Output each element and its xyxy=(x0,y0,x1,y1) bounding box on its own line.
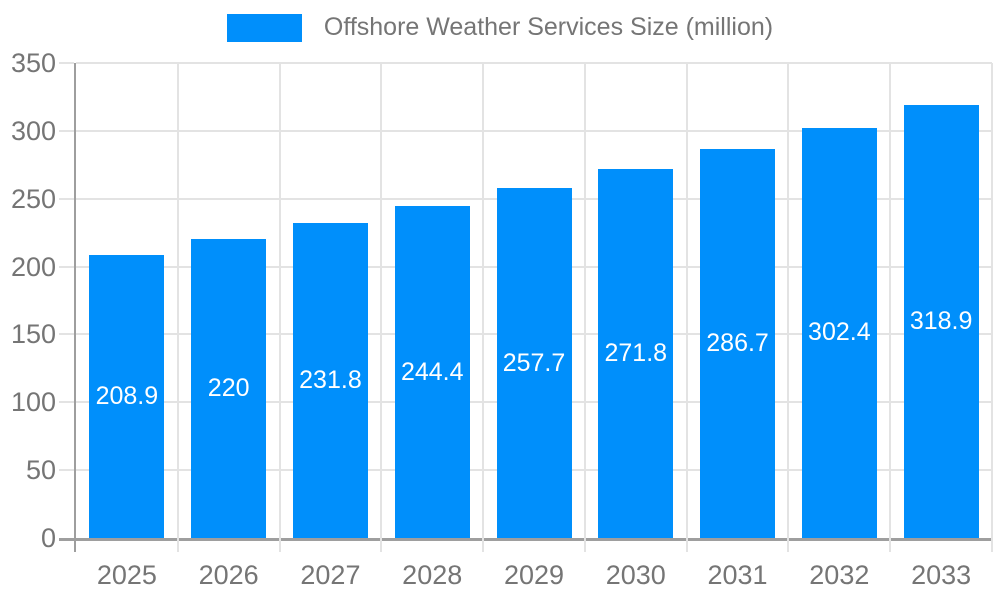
y-tick-mark xyxy=(59,62,74,64)
y-tick-mark xyxy=(59,401,74,404)
bar-2026: 220 xyxy=(191,239,267,538)
legend: Offshore Weather Services Size (million) xyxy=(0,13,1000,42)
x-gridline xyxy=(685,63,688,552)
bar-value-label: 220 xyxy=(207,374,250,403)
bar-2031: 286.7 xyxy=(700,148,776,538)
x-gridline xyxy=(278,63,281,552)
x-gridline xyxy=(889,63,892,552)
legend-swatch xyxy=(226,13,302,42)
y-tick-label: 200 xyxy=(10,251,56,282)
legend-label: Offshore Weather Services Size (million) xyxy=(323,13,774,41)
bar-value-label: 208.9 xyxy=(95,381,159,410)
y-tick-mark xyxy=(59,197,74,200)
y-tick-label: 50 xyxy=(25,455,56,486)
y-tick-mark xyxy=(59,265,74,268)
bar-value-label: 231.8 xyxy=(299,366,362,395)
bar-value-label: 271.8 xyxy=(604,339,668,368)
y-tick-mark xyxy=(59,469,74,472)
x-tick-label: 2033 xyxy=(911,560,972,590)
y-tick-mark xyxy=(59,333,74,336)
y-axis-labels: 0 50 100 150 200 250 300 350 xyxy=(0,48,56,553)
x-tick-label: 2032 xyxy=(809,560,870,590)
x-axis-line xyxy=(59,538,992,541)
x-tick-label: 2027 xyxy=(300,560,361,590)
x-tick-label: 2026 xyxy=(198,560,259,590)
y-tick-label: 300 xyxy=(10,115,56,146)
x-tick-label: 2029 xyxy=(503,560,565,590)
y-tick-label: 250 xyxy=(10,183,56,214)
x-gridline xyxy=(482,63,485,552)
bar-value-label: 302.4 xyxy=(808,318,871,347)
x-gridline xyxy=(176,63,179,552)
bar-2030: 271.8 xyxy=(598,169,674,538)
bar-2025: 208.9 xyxy=(89,254,165,538)
x-gridline xyxy=(583,63,586,552)
bar-2028: 244.4 xyxy=(394,206,470,538)
x-gridline xyxy=(380,63,383,552)
bar-value-label: 257.7 xyxy=(502,348,566,377)
y-tick-label: 100 xyxy=(10,387,56,418)
bar-2032: 302.4 xyxy=(801,127,877,538)
y-tick-label: 150 xyxy=(10,319,56,350)
bar-2033: 318.9 xyxy=(903,105,979,538)
bar-value-label: 286.7 xyxy=(706,328,769,357)
x-gridline xyxy=(787,63,790,552)
y-gridline xyxy=(76,129,992,132)
bar-value-label: 318.9 xyxy=(909,307,973,336)
x-tick-label: 2028 xyxy=(402,560,463,590)
bar-value-label: 244.4 xyxy=(400,357,464,386)
y-tick-mark xyxy=(59,129,74,132)
x-tick-label: 2031 xyxy=(707,560,768,590)
plot-area: 208.9 220 231.8 244.4 257.7 271.8 286.7 302.4 31… xyxy=(59,62,993,552)
y-gridline xyxy=(76,62,992,64)
x-tick-label: 2025 xyxy=(96,560,157,590)
x-axis-labels: 2025 2026 2027 2028 2029 2030 2031 2032 2033 xyxy=(76,558,992,592)
bar-2029: 257.7 xyxy=(496,188,572,538)
y-axis-line xyxy=(74,63,76,552)
x-gridline xyxy=(991,63,993,552)
bar-2027: 231.8 xyxy=(292,223,368,538)
y-tick-label: 350 xyxy=(10,48,56,78)
y-tick-label: 0 xyxy=(40,523,56,553)
x-tick-label: 2030 xyxy=(605,560,666,590)
